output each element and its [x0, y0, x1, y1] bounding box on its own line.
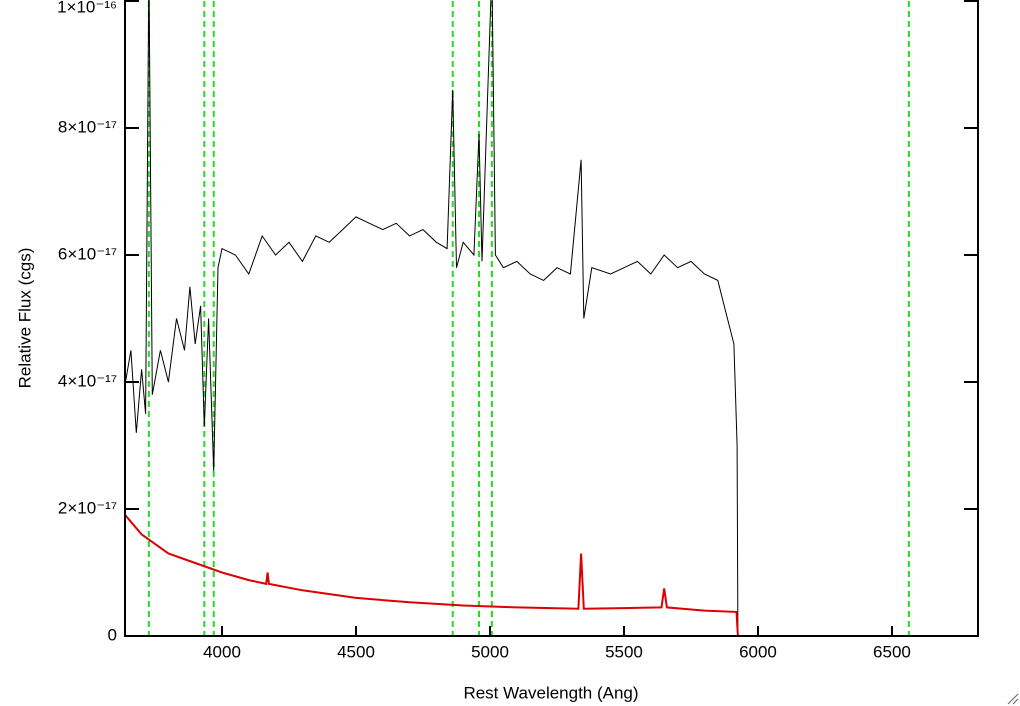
resize-grip: [1007, 693, 1019, 705]
y-tick-label: 6×10⁻¹⁷: [58, 244, 117, 263]
spectrum-line: [125, 514, 978, 637]
axes-frame: [124, 0, 979, 637]
y-tick-label: 1×10⁻¹⁶: [57, 0, 117, 16]
x-tick-label: 6500: [873, 642, 911, 661]
x-tick-label: 6000: [739, 642, 777, 661]
y-tick-label: 8×10⁻¹⁷: [58, 117, 117, 136]
y-tick-label: 4×10⁻¹⁷: [58, 371, 117, 390]
spectrum-line: [125, 0, 978, 637]
y-tick-label: 2×10⁻¹⁷: [58, 498, 117, 517]
x-tick-label: 5000: [471, 642, 509, 661]
x-tick-label: 4500: [337, 642, 375, 661]
y-axis-label: Relative Flux (cgs): [15, 248, 34, 389]
plot-area: [125, 0, 978, 637]
x-tick-label: 5500: [605, 642, 643, 661]
y-tick-label: 0: [108, 625, 117, 644]
x-tick-label: 4000: [203, 642, 241, 661]
x-axis-label: Rest Wavelength (Ang): [463, 683, 638, 702]
